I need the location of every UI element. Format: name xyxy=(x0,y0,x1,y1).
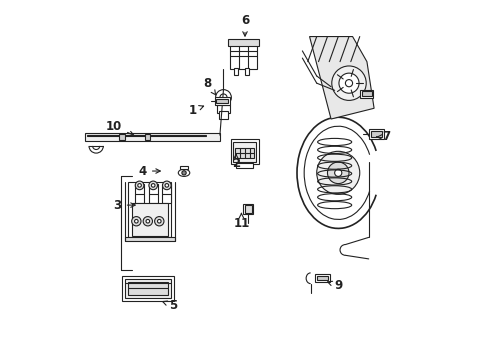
Bar xyxy=(230,43,257,69)
Text: 6: 6 xyxy=(241,14,249,36)
Bar xyxy=(148,184,158,203)
Bar xyxy=(219,111,228,119)
Bar xyxy=(162,184,171,203)
Bar xyxy=(125,279,172,298)
Text: 11: 11 xyxy=(233,213,249,230)
Text: 4: 4 xyxy=(139,165,160,177)
Bar xyxy=(217,105,230,113)
Bar xyxy=(180,166,188,169)
Bar xyxy=(120,134,125,140)
Bar xyxy=(132,203,168,235)
Text: 8: 8 xyxy=(203,77,216,95)
Bar xyxy=(128,282,168,296)
Bar xyxy=(245,68,249,75)
Bar xyxy=(236,163,253,168)
Bar xyxy=(125,237,175,241)
Bar xyxy=(317,276,328,280)
Bar xyxy=(360,90,373,98)
Circle shape xyxy=(146,220,149,223)
Circle shape xyxy=(332,66,366,100)
Circle shape xyxy=(163,181,171,190)
Circle shape xyxy=(138,184,141,187)
Circle shape xyxy=(143,217,152,226)
Circle shape xyxy=(149,181,157,190)
Circle shape xyxy=(151,184,155,187)
Circle shape xyxy=(135,181,144,190)
Circle shape xyxy=(165,184,169,187)
Circle shape xyxy=(216,90,231,105)
Ellipse shape xyxy=(178,169,190,176)
Circle shape xyxy=(182,171,186,175)
Text: 9: 9 xyxy=(328,279,343,292)
Bar xyxy=(368,129,384,139)
Bar xyxy=(370,131,382,137)
Bar xyxy=(362,91,371,96)
Bar xyxy=(315,274,330,282)
Bar xyxy=(122,276,174,301)
Circle shape xyxy=(132,217,141,226)
Bar xyxy=(245,206,252,213)
Text: 2: 2 xyxy=(232,154,240,170)
Circle shape xyxy=(157,220,161,223)
Bar xyxy=(234,68,238,75)
Polygon shape xyxy=(310,37,374,119)
Text: 3: 3 xyxy=(114,199,135,212)
Text: 7: 7 xyxy=(377,130,391,144)
Circle shape xyxy=(220,94,227,101)
Bar xyxy=(215,97,230,105)
Circle shape xyxy=(155,217,164,226)
Bar xyxy=(216,99,228,103)
Text: 1: 1 xyxy=(189,104,203,117)
Bar xyxy=(231,139,259,164)
Bar xyxy=(243,204,253,214)
Text: 5: 5 xyxy=(163,299,177,312)
Bar xyxy=(145,134,150,140)
Bar xyxy=(128,182,171,237)
Circle shape xyxy=(317,151,360,194)
Bar xyxy=(135,184,144,203)
Circle shape xyxy=(327,162,349,184)
Circle shape xyxy=(335,169,342,176)
Bar xyxy=(233,141,256,162)
Circle shape xyxy=(345,80,353,87)
Bar xyxy=(85,133,220,141)
Text: 10: 10 xyxy=(106,120,134,135)
Circle shape xyxy=(135,220,138,223)
Circle shape xyxy=(339,73,359,93)
Bar xyxy=(228,39,259,45)
Bar xyxy=(235,148,254,158)
